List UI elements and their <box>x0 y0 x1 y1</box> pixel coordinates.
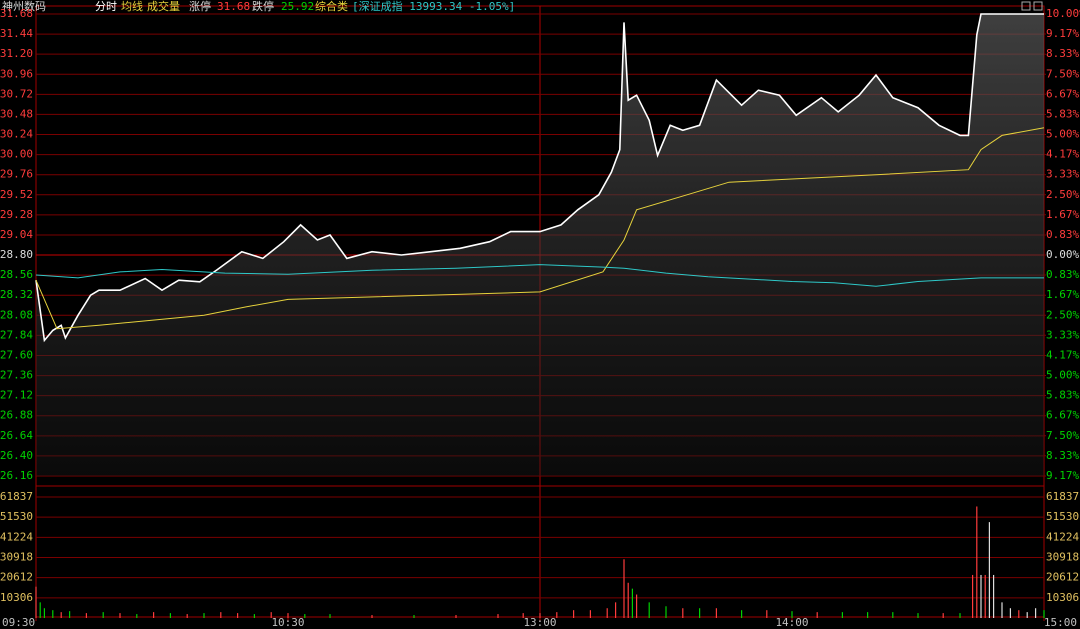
y-tick-label: 30.48 <box>0 107 33 120</box>
y2-tick-label: 1.67% <box>1046 288 1079 301</box>
y2-tick-label: 8.33% <box>1046 47 1079 60</box>
y-tick-label: 41224 <box>0 530 33 543</box>
y2-tick-label: 2.50% <box>1046 308 1079 321</box>
y2-tick-label: 10306 <box>1046 591 1079 604</box>
y-tick-label: 26.64 <box>0 429 33 442</box>
limit-up-label: 涨停 <box>189 0 211 13</box>
x-tick-label: 10:30 <box>271 616 304 629</box>
limit-up-value: 31.68 <box>217 0 250 13</box>
y2-tick-label: 7.50% <box>1046 429 1079 442</box>
legend-item: 均线 <box>121 0 143 13</box>
y2-tick-label: 5.00% <box>1046 128 1079 141</box>
y-tick-label: 31.20 <box>0 47 33 60</box>
y-tick-label: 26.88 <box>0 409 33 422</box>
y2-tick-label: 5.83% <box>1046 389 1079 402</box>
y2-tick-label: 51530 <box>1046 510 1079 523</box>
x-tick-label: 15:00 <box>1044 616 1077 629</box>
y-tick-label: 10306 <box>0 591 33 604</box>
y2-tick-label: 5.00% <box>1046 369 1079 382</box>
y-tick-label: 30918 <box>0 551 33 564</box>
y-tick-label: 61837 <box>0 490 33 503</box>
y2-tick-label: 0.83% <box>1046 268 1079 281</box>
y2-tick-label: 10.00% <box>1046 7 1080 20</box>
y-tick-label: 29.04 <box>0 228 33 241</box>
y-tick-label: 28.56 <box>0 268 33 281</box>
x-tick-label: 14:00 <box>775 616 808 629</box>
y-tick-label: 28.08 <box>0 308 33 321</box>
window-icons <box>1021 1 1043 11</box>
x-tick-label: 09:30 <box>2 616 35 629</box>
y-tick-label: 51530 <box>0 510 33 523</box>
y2-tick-label: 3.33% <box>1046 168 1079 181</box>
series-line <box>35 13 1044 343</box>
y-tick-label: 30.96 <box>0 67 33 80</box>
icon[interactable] <box>1021 1 1031 11</box>
limit-down-value: 25.92 <box>281 0 314 13</box>
y-tick-label: 29.52 <box>0 188 33 201</box>
industry: 综合类 <box>315 0 348 13</box>
index-info: [深证成指 13993.34 -1.05%] <box>352 0 515 13</box>
y2-tick-label: 0.83% <box>1046 228 1079 241</box>
legend-item: 分时 <box>95 0 117 13</box>
y2-tick-label: 30918 <box>1046 551 1079 564</box>
price-area <box>36 14 1044 476</box>
y2-tick-label: 9.17% <box>1046 27 1079 40</box>
y-tick-label: 30.72 <box>0 87 33 100</box>
y2-tick-label: 1.67% <box>1046 208 1079 221</box>
limit-down-label: 跌停 <box>252 0 274 13</box>
x-tick-label: 13:00 <box>523 616 556 629</box>
y2-tick-label: 0.00% <box>1046 248 1079 261</box>
y2-tick-label: 41224 <box>1046 530 1079 543</box>
y2-tick-label: 9.17% <box>1046 469 1079 482</box>
y2-tick-label: 4.17% <box>1046 148 1079 161</box>
y2-tick-label: 4.17% <box>1046 348 1079 361</box>
y2-tick-label: 8.33% <box>1046 449 1079 462</box>
y2-tick-label: 7.50% <box>1046 67 1079 80</box>
y-tick-label: 29.76 <box>0 168 33 181</box>
y2-tick-label: 2.50% <box>1046 188 1079 201</box>
y-tick-label: 27.12 <box>0 389 33 402</box>
y2-tick-label: 3.33% <box>1046 328 1079 341</box>
y-tick-label: 26.40 <box>0 449 33 462</box>
y-tick-label: 20612 <box>0 571 33 584</box>
y2-tick-label: 61837 <box>1046 490 1079 503</box>
y2-tick-label: 6.67% <box>1046 87 1079 100</box>
y-tick-label: 29.28 <box>0 208 33 221</box>
y-tick-label: 28.32 <box>0 288 33 301</box>
y-tick-label: 27.84 <box>0 328 33 341</box>
series-line <box>35 264 1044 287</box>
y-tick-label: 27.60 <box>0 348 33 361</box>
header: 神州数码 分时 均线 成交量 涨停 31.68 跌停 25.92 综合类 [深证… <box>2 0 515 13</box>
y-tick-label: 28.80 <box>0 248 33 261</box>
series-line <box>35 127 1045 330</box>
y-tick-label: 31.44 <box>0 27 33 40</box>
y-tick-label: 30.00 <box>0 148 33 161</box>
y2-tick-label: 6.67% <box>1046 409 1079 422</box>
y2-tick-label: 20612 <box>1046 571 1079 584</box>
y-tick-label: 26.16 <box>0 469 33 482</box>
legend-item: 成交量 <box>147 0 180 13</box>
y-tick-label: 27.36 <box>0 369 33 382</box>
y-tick-label: 31.68 <box>0 7 33 20</box>
y-tick-label: 30.24 <box>0 128 33 141</box>
icon[interactable] <box>1033 1 1043 11</box>
y2-tick-label: 5.83% <box>1046 107 1079 120</box>
stock-name: 神州数码 <box>2 0 46 13</box>
